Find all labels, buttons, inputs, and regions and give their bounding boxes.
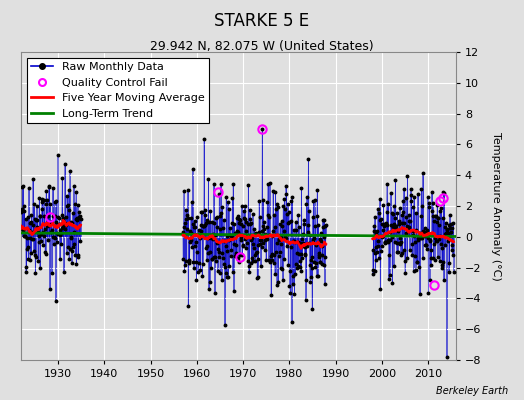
Text: 29.942 N, 82.075 W (United States): 29.942 N, 82.075 W (United States) xyxy=(150,40,374,53)
Y-axis label: Temperature Anomaly (°C): Temperature Anomaly (°C) xyxy=(491,132,501,280)
Legend: Raw Monthly Data, Quality Control Fail, Five Year Moving Average, Long-Term Tren: Raw Monthly Data, Quality Control Fail, … xyxy=(27,58,209,123)
Text: STARKE 5 E: STARKE 5 E xyxy=(214,12,310,30)
Text: Berkeley Earth: Berkeley Earth xyxy=(436,386,508,396)
